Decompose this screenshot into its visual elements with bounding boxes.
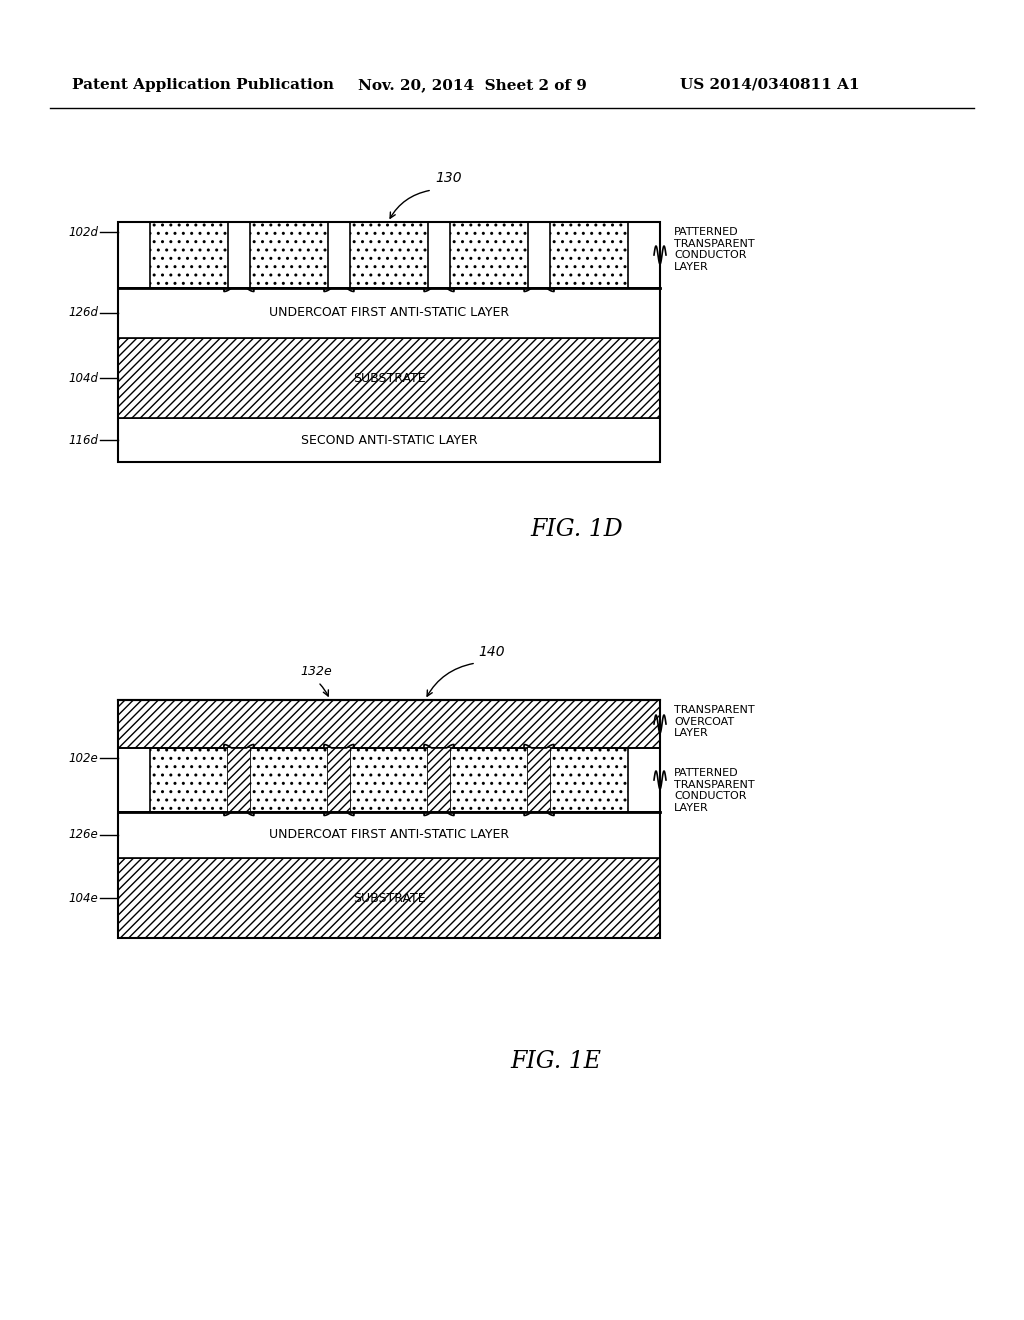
Bar: [328, 748, 350, 812]
Text: US 2014/0340811 A1: US 2014/0340811 A1: [680, 78, 859, 92]
Text: 104e: 104e: [69, 891, 98, 904]
Text: 116d: 116d: [68, 433, 98, 446]
Bar: [550, 222, 628, 288]
Bar: [350, 748, 428, 812]
Text: 132e: 132e: [300, 665, 332, 678]
Bar: [250, 222, 328, 288]
Bar: [528, 748, 550, 812]
Bar: [250, 748, 328, 812]
Text: SUBSTRATE: SUBSTRATE: [352, 371, 425, 384]
Bar: [428, 748, 450, 812]
Bar: [118, 338, 660, 418]
Text: 104d: 104d: [68, 371, 98, 384]
Text: SECOND ANTI-STATIC LAYER: SECOND ANTI-STATIC LAYER: [301, 433, 477, 446]
Bar: [118, 700, 660, 748]
Text: UNDERCOAT FIRST ANTI-STATIC LAYER: UNDERCOAT FIRST ANTI-STATIC LAYER: [269, 829, 509, 842]
Text: FIG. 1E: FIG. 1E: [510, 1049, 601, 1073]
Text: 130: 130: [435, 172, 462, 185]
Bar: [118, 418, 660, 462]
Text: TRANSPARENT
OVERCOAT
LAYER: TRANSPARENT OVERCOAT LAYER: [674, 705, 755, 738]
Text: 102e: 102e: [69, 751, 98, 764]
Bar: [118, 222, 660, 462]
Text: 126d: 126d: [68, 306, 98, 319]
Bar: [150, 222, 228, 288]
Bar: [228, 748, 250, 812]
Text: PATTERNED
TRANSPARENT
CONDUCTOR
LAYER: PATTERNED TRANSPARENT CONDUCTOR LAYER: [674, 227, 755, 272]
Bar: [150, 748, 228, 812]
Bar: [350, 222, 428, 288]
Bar: [118, 288, 660, 338]
Text: 140: 140: [478, 645, 505, 659]
Text: 126e: 126e: [69, 829, 98, 842]
Text: SUBSTRATE: SUBSTRATE: [352, 891, 425, 904]
Bar: [118, 858, 660, 939]
Bar: [118, 812, 660, 858]
Text: UNDERCOAT FIRST ANTI-STATIC LAYER: UNDERCOAT FIRST ANTI-STATIC LAYER: [269, 306, 509, 319]
Text: 102d: 102d: [68, 226, 98, 239]
Text: FIG. 1D: FIG. 1D: [530, 517, 623, 541]
Bar: [118, 700, 660, 939]
Text: Nov. 20, 2014  Sheet 2 of 9: Nov. 20, 2014 Sheet 2 of 9: [358, 78, 587, 92]
Bar: [550, 748, 628, 812]
Text: Patent Application Publication: Patent Application Publication: [72, 78, 334, 92]
Bar: [450, 748, 528, 812]
Text: PATTERNED
TRANSPARENT
CONDUCTOR
LAYER: PATTERNED TRANSPARENT CONDUCTOR LAYER: [674, 768, 755, 813]
Bar: [450, 222, 528, 288]
